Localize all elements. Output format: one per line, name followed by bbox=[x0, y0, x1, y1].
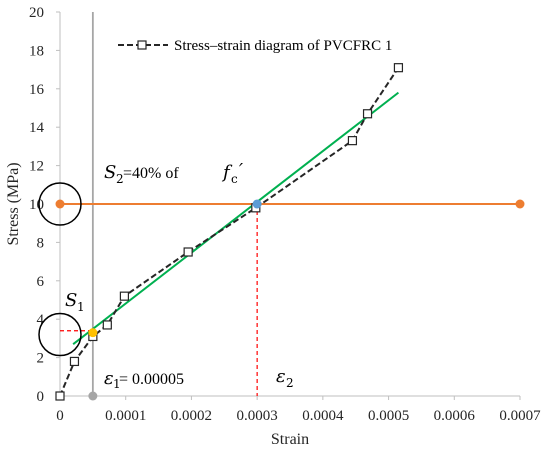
s1-symbol: S bbox=[65, 290, 77, 311]
eps2-symbol: ε bbox=[276, 366, 286, 387]
legend-label: Stress–strain diagram of PVCFRC 1 bbox=[174, 38, 392, 54]
x-tick-label: 0.0003 bbox=[237, 408, 278, 424]
series-marker bbox=[183, 247, 193, 257]
s1-subscript: 1 bbox=[77, 300, 85, 314]
series-marker bbox=[55, 391, 65, 401]
annotation-circle bbox=[38, 312, 82, 357]
eps1-symbol: ε bbox=[104, 368, 114, 389]
x-tick-label: 0 bbox=[56, 408, 64, 424]
orange-line-endpoint bbox=[55, 199, 65, 209]
x-tick-label: 0.0006 bbox=[434, 408, 476, 424]
fc-prime: ′ bbox=[239, 160, 243, 181]
s1-annotation: S 1 bbox=[65, 290, 85, 314]
highlight-point bbox=[252, 199, 262, 209]
y-axis-title: Stress (MPa) bbox=[5, 162, 22, 245]
annotation-circle bbox=[38, 182, 82, 226]
y-tick-labels: 0 2 4 6 8 10 12 14 16 18 20 bbox=[29, 5, 60, 405]
y-tick-label: 2 bbox=[37, 351, 45, 367]
y-tick-label: 16 bbox=[29, 82, 45, 98]
series-marker bbox=[102, 320, 112, 330]
s2-symbol: S bbox=[104, 162, 116, 183]
series-marker bbox=[69, 356, 80, 367]
x-tick-labels: 0 0.0001 0.0002 0.0003 0.0004 0.0005 0.0006 0.0… bbox=[56, 396, 541, 424]
orange-line-endpoint bbox=[515, 199, 525, 209]
y-tick-label: 6 bbox=[37, 274, 45, 290]
s2-subscript: 2 bbox=[116, 172, 124, 186]
legend-marker-swatch bbox=[137, 40, 147, 50]
eps1-subscript: 1 bbox=[113, 377, 121, 391]
y-tick-label: 14 bbox=[29, 120, 45, 136]
y-tick-label: 8 bbox=[37, 235, 45, 251]
y-tick-label: 12 bbox=[29, 159, 44, 175]
eps1-annotation: ε 1 = 0.00005 bbox=[104, 368, 184, 391]
highlight-points bbox=[88, 199, 262, 401]
x-tick-label: 0.0007 bbox=[499, 408, 541, 424]
series-marker bbox=[347, 136, 358, 146]
x-tick-label: 0.0002 bbox=[171, 408, 212, 424]
series-marker bbox=[119, 291, 130, 301]
y-tick-label: 0 bbox=[37, 389, 45, 405]
eps2-annotation: ε 2 bbox=[276, 366, 294, 390]
y-tick-label: 18 bbox=[29, 43, 44, 59]
x-axis-title: Strain bbox=[271, 431, 309, 448]
y-tick-label: 4 bbox=[37, 312, 45, 328]
series-line-1 bbox=[72, 91, 400, 345]
s2-annotation: S 2 =40% of f c ′ bbox=[104, 160, 243, 186]
x-tick-label: 0.0004 bbox=[302, 408, 344, 424]
highlight-point bbox=[88, 328, 98, 338]
s2-text: =40% of bbox=[123, 165, 179, 182]
series-line-0 bbox=[59, 67, 400, 397]
highlight-point bbox=[88, 391, 98, 401]
eps1-value: = 0.00005 bbox=[119, 371, 184, 388]
y-tick-label: 20 bbox=[29, 5, 44, 21]
eps2-subscript: 2 bbox=[286, 376, 294, 390]
x-tick-label: 0.0001 bbox=[105, 408, 146, 424]
fc-subscript: c bbox=[231, 172, 238, 186]
annotation-circles bbox=[38, 182, 82, 357]
series-marker bbox=[362, 109, 373, 119]
legend: Stress–strain diagram of PVCFRC 1 bbox=[118, 38, 392, 54]
series-layer bbox=[55, 63, 525, 401]
series-marker bbox=[393, 63, 404, 73]
y-tick-label: 10 bbox=[29, 197, 44, 213]
x-tick-label: 0.0005 bbox=[368, 408, 409, 424]
